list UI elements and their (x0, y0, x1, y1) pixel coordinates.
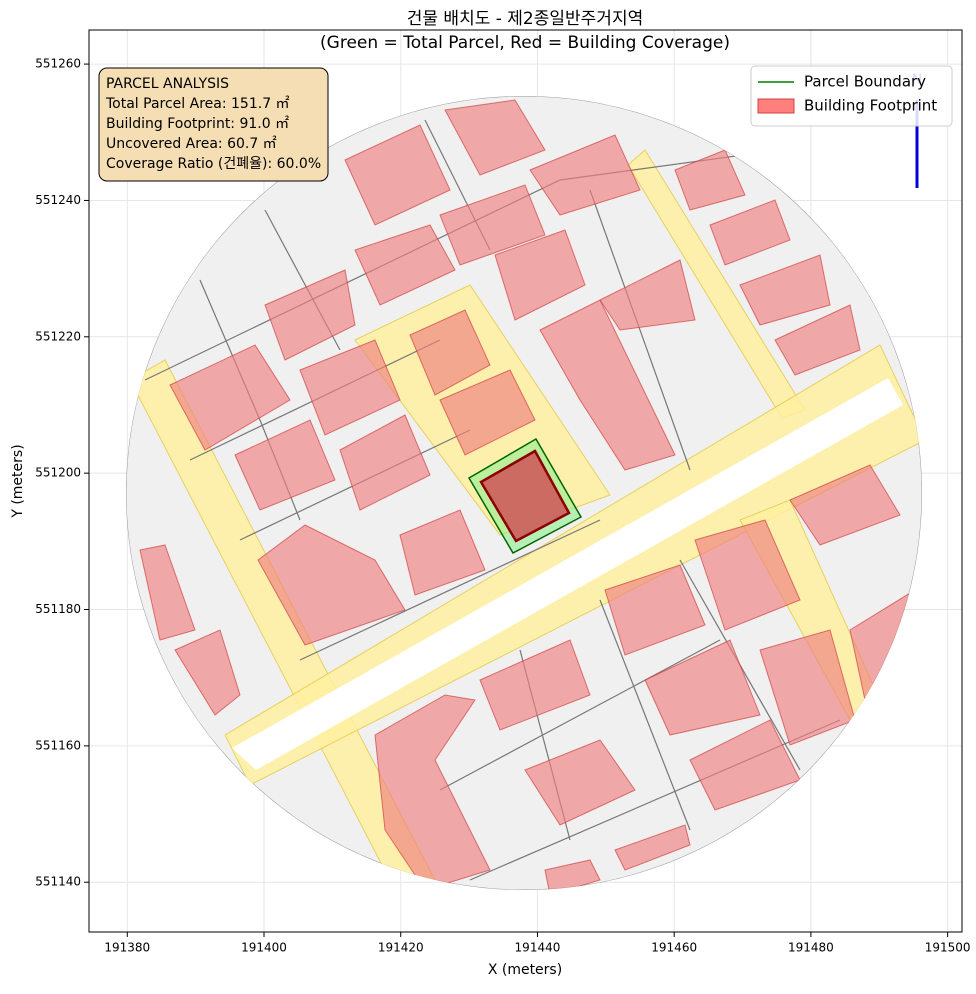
x-tick-label: 191500 (925, 941, 971, 955)
annotation-line: Total Parcel Area: 151.7 ㎡ (105, 96, 290, 112)
legend-label: Building Footprint (804, 97, 937, 115)
annotation-line: PARCEL ANALYSIS (106, 76, 229, 92)
x-tick-label: 191400 (241, 941, 287, 955)
legend: Parcel Boundary Building Footprint (750, 65, 953, 127)
x-tick-label: 191440 (515, 941, 561, 955)
y-tick-label: 551140 (35, 875, 81, 889)
plot-frame (88, 29, 963, 933)
x-tick-label: 191480 (788, 941, 834, 955)
y-tick-label: 551260 (35, 57, 81, 71)
y-tick-label: 551220 (35, 329, 81, 343)
x-tick-label: 191460 (651, 941, 697, 955)
annotation-line: Uncovered Area: 60.7 ㎡ (106, 136, 277, 152)
x-axis-label: X (meters) (488, 962, 562, 978)
y-tick-label: 551180 (35, 602, 81, 616)
annotation-box: PARCEL ANALYSIS Total Parcel Area: 151.7 … (98, 67, 329, 182)
y-axis-label: Y (meters) (10, 444, 26, 518)
annotation-line: Coverage Ratio (건폐율): 60.0% (106, 156, 321, 172)
legend-swatch (757, 98, 795, 114)
annotation-background (98, 67, 329, 182)
y-tick-label: 551160 (35, 738, 81, 752)
x-tick-label: 191380 (104, 941, 150, 955)
x-tick-label: 191420 (378, 941, 424, 955)
y-tick-label: 551240 (35, 193, 81, 207)
annotation-line: Building Footprint: 91.0 ㎡ (106, 116, 289, 132)
chart-subtitle: (Green = Total Parcel, Red = Building Co… (320, 33, 730, 53)
legend-label: Parcel Boundary (804, 73, 926, 91)
building-footprint (479, 449, 571, 543)
y-tick-label: 551200 (35, 466, 81, 480)
site-map (126, 96, 922, 890)
legend-frame (750, 65, 953, 127)
street (232, 378, 903, 770)
buildings (139, 99, 916, 890)
chart-title: 건물 배치도 - 제2종일반주거지역 (407, 9, 643, 29)
